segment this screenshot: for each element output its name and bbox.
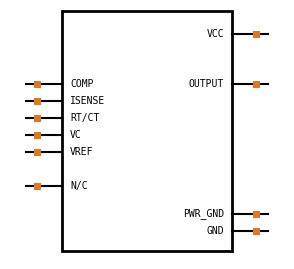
Bar [253,30,260,37]
Text: PWR_GND: PWR_GND [183,208,224,220]
Text: VC: VC [70,130,82,140]
Text: COMP: COMP [70,79,93,89]
Bar [34,148,41,155]
Text: OUTPUT: OUTPUT [189,79,224,89]
Text: VREF: VREF [70,147,93,157]
Text: RT/CT: RT/CT [70,113,99,123]
Text: ISENSE: ISENSE [70,96,105,106]
Bar [34,182,41,189]
Text: VCC: VCC [206,29,224,39]
Bar [34,97,41,104]
Bar [253,228,260,235]
Bar [62,11,232,251]
Text: GND: GND [206,226,224,236]
Bar [34,132,41,139]
Bar [34,80,41,87]
Bar [253,211,260,218]
Text: N/C: N/C [70,181,88,191]
Bar [253,80,260,87]
Bar [34,115,41,122]
